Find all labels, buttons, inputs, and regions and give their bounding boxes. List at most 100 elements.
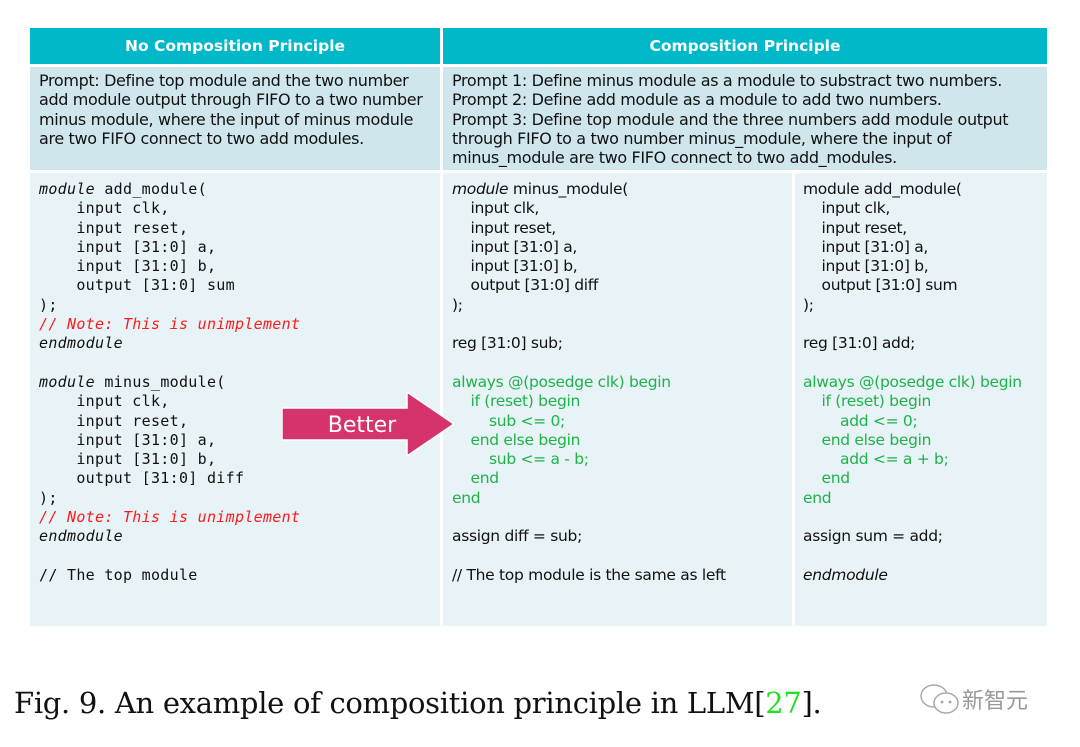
code-line — [803, 508, 1022, 527]
code-line: input [31:0] b, — [803, 257, 1022, 276]
code-line: module minus_module( — [39, 373, 300, 392]
code-right: module add_module( input clk, input rese… — [803, 180, 1022, 585]
comparison-table: No Composition Principle Composition Pri… — [30, 28, 1047, 626]
code-cell-middle: module minus_module( input clk, input re… — [443, 173, 792, 626]
code-text: input reset, — [39, 218, 189, 237]
code-line: if (reset) begin — [452, 392, 726, 411]
code-text: input [31:0] a, — [803, 237, 929, 256]
code-line: ); — [803, 296, 1022, 315]
code-text: output [31:0] diff — [452, 276, 599, 295]
code-text: minus_module( — [508, 180, 629, 198]
prompt-text-left: Prompt: Define top module and the two nu… — [39, 71, 423, 148]
code-line — [452, 547, 726, 566]
code-text: input [31:0] b, — [39, 450, 217, 469]
code-line — [803, 315, 1022, 334]
code-green: add <= a + b; — [803, 450, 949, 469]
code-green: sub <= a - b; — [452, 450, 589, 469]
code-line: input [31:0] a, — [39, 431, 300, 450]
code-line: ); — [39, 296, 300, 315]
prompt-line: Prompt 3: Define top module and the thre… — [452, 109, 1009, 129]
code-text: reg [31:0] sub; — [452, 334, 563, 353]
code-line — [803, 547, 1022, 566]
code-text: ); — [39, 295, 58, 314]
code-line: if (reset) begin — [803, 392, 1022, 411]
code-line: ); — [39, 489, 300, 508]
code-line: input reset, — [39, 219, 300, 238]
code-text: assign sum = add; — [803, 527, 943, 546]
code-line — [39, 547, 300, 566]
code-line: // The top module — [39, 566, 300, 585]
code-text: // The top module — [39, 565, 198, 584]
code-line: input [31:0] b, — [39, 257, 300, 276]
code-text: input [31:0] a, — [452, 237, 578, 256]
prompt-line: are two FIFO connect to two add modules. — [39, 128, 364, 148]
prompt-line: minus module, where the input of minus m… — [39, 109, 414, 129]
code-green: add <= 0; — [803, 411, 918, 430]
header-composition: Composition Principle — [443, 28, 1047, 64]
prompt-cell-left: Prompt: Define top module and the two nu… — [30, 67, 440, 170]
code-line: // Note: This is unimplement — [39, 508, 300, 527]
arrow-label: Better — [328, 413, 397, 438]
code-line: input clk, — [452, 199, 726, 218]
code-green: if (reset) begin — [803, 392, 932, 411]
code-line: input clk, — [803, 199, 1022, 218]
code-line: always @(posedge clk) begin — [452, 373, 726, 392]
code-line: end — [803, 469, 1022, 488]
code-text: module add_module( — [803, 180, 962, 198]
better-arrow: Better — [282, 392, 456, 456]
code-line: input [31:0] a, — [452, 238, 726, 257]
code-text: input [31:0] b, — [452, 257, 578, 276]
code-text: input [31:0] b, — [803, 257, 929, 276]
prompt-cell-right: Prompt 1: Define minus module as a modul… — [443, 67, 1047, 170]
code-green: end else begin — [803, 430, 932, 449]
prompt-line: minus_module are two FIFO connect to two… — [452, 148, 897, 168]
code-line: module add_module( — [39, 180, 300, 199]
code-green: end — [452, 469, 500, 488]
code-line: sub <= 0; — [452, 412, 726, 431]
code-line: input reset, — [803, 219, 1022, 238]
code-line: always @(posedge clk) begin — [803, 373, 1022, 392]
code-keyword: module — [452, 180, 509, 198]
prompt-line: Prompt 1: Define minus module as a modul… — [452, 71, 1002, 90]
code-line — [39, 354, 300, 373]
code-keyword: endmodule — [39, 527, 123, 546]
code-line: // The top module is the same as left — [452, 566, 726, 585]
code-comment: // Note: This is unimplement — [39, 315, 301, 334]
code-text: input [31:0] b, — [39, 257, 217, 276]
code-line: output [31:0] diff — [452, 276, 726, 295]
code-left: module add_module( input clk, input rese… — [39, 180, 300, 585]
code-keyword: endmodule — [39, 334, 123, 353]
code-green: end — [803, 469, 851, 488]
code-line: input [31:0] a, — [803, 238, 1022, 257]
caption-text: Fig. 9. An example of composition princi… — [14, 686, 766, 720]
code-line: reg [31:0] add; — [803, 334, 1022, 353]
citation-link[interactable]: 27 — [765, 686, 802, 720]
code-text: // The top module is the same as left — [452, 565, 726, 584]
code-text: add_module( — [95, 180, 207, 198]
code-cell-right: module add_module( input clk, input rese… — [795, 173, 1047, 626]
code-line: end — [452, 489, 726, 508]
code-comment: // Note: This is unimplement — [39, 508, 301, 527]
code-line: endmodule — [39, 334, 300, 353]
code-text: input clk, — [39, 392, 170, 411]
code-line: add <= a + b; — [803, 450, 1022, 469]
prompt-text-right: Prompt 1: Define minus module as a modul… — [452, 71, 1009, 168]
code-line: module add_module( — [803, 180, 1022, 199]
wechat-icon — [920, 684, 959, 714]
code-line: input [31:0] a, — [39, 238, 300, 257]
code-text: input reset, — [39, 411, 189, 430]
code-line: output [31:0] diff — [39, 469, 300, 488]
code-text: input reset, — [452, 218, 557, 237]
code-line — [452, 354, 726, 373]
code-text: input clk, — [39, 199, 170, 218]
code-green: always @(posedge clk) begin — [803, 372, 1022, 391]
code-line: end else begin — [803, 431, 1022, 450]
code-line: input clk, — [39, 392, 300, 411]
code-text: output [31:0] sum — [803, 276, 958, 295]
code-green: sub <= 0; — [452, 411, 565, 430]
code-text: input clk, — [803, 199, 891, 218]
code-text: output [31:0] diff — [39, 469, 245, 488]
code-line: ); — [452, 296, 726, 315]
code-text: input reset, — [803, 218, 908, 237]
code-line: endmodule — [39, 527, 300, 546]
